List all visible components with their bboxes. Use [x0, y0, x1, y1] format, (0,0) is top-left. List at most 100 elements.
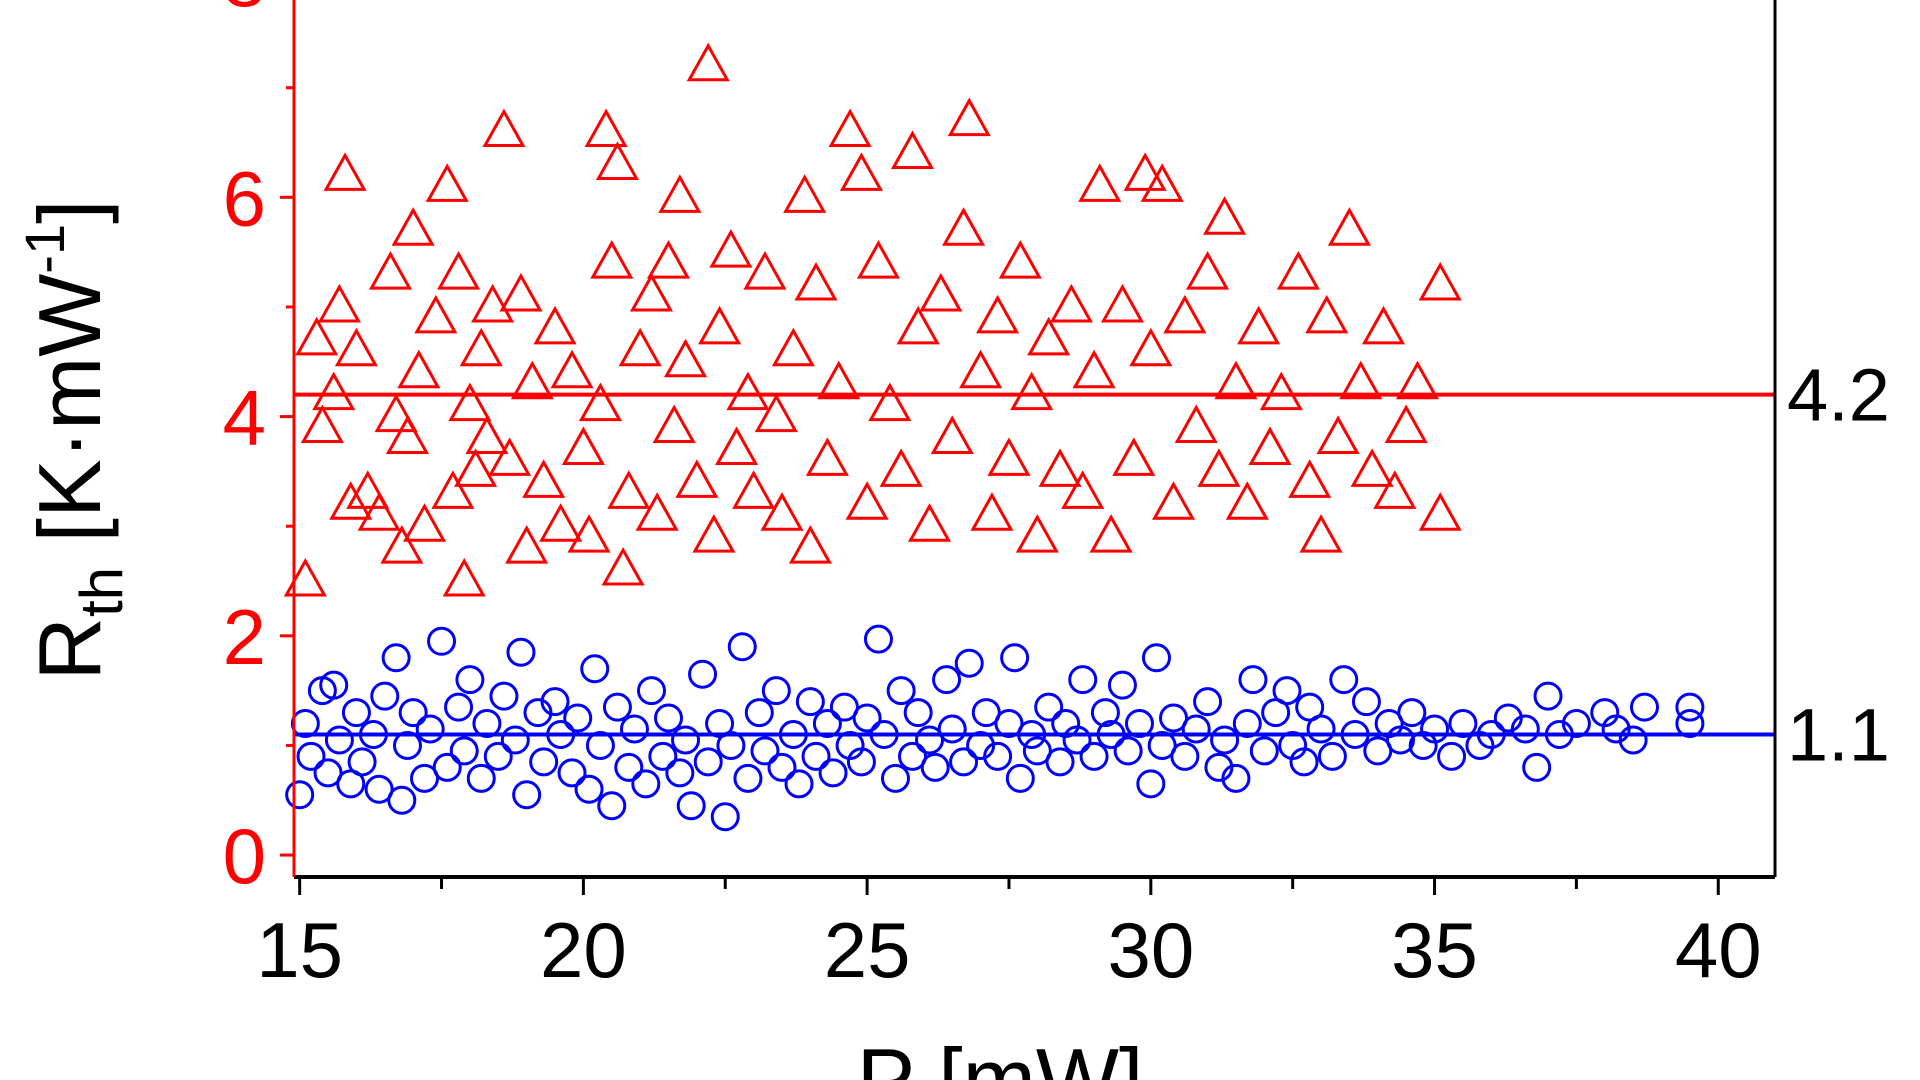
x-tick-label: 15: [256, 906, 343, 994]
triangle-point: [1316, 415, 1360, 454]
circle-point: [500, 725, 530, 755]
circle-point: [903, 698, 933, 728]
circle-point: [444, 692, 474, 722]
circle-point: [1124, 709, 1154, 739]
circle-point: [1420, 714, 1450, 744]
circle-point: [750, 736, 780, 766]
circle-point: [733, 763, 763, 793]
circle-point: [676, 791, 706, 821]
circle-point: [1113, 736, 1143, 766]
circle-point: [1045, 747, 1075, 777]
triangle-point: [1418, 261, 1462, 301]
reference-line-label: 4.2: [1787, 354, 1890, 437]
y-tick-label: 8: [223, 0, 266, 23]
circle-point: [1159, 703, 1189, 733]
circle-point: [585, 730, 615, 760]
circle-point: [920, 752, 950, 782]
circle-point: [1522, 752, 1552, 782]
triangle-point: [505, 525, 549, 564]
triangle-point: [783, 174, 827, 213]
triangle-point: [805, 437, 849, 476]
y-tick-label: 6: [223, 154, 266, 242]
triangle-point: [1129, 327, 1173, 367]
circle-point: [1329, 665, 1359, 695]
circle-point: [540, 687, 570, 717]
triangle-point: [1418, 492, 1462, 531]
triangle-point: [334, 327, 378, 367]
triangle-point: [385, 415, 430, 454]
triangle-point: [635, 492, 679, 531]
plot-marks: [283, 42, 1705, 832]
circle-point: [574, 774, 604, 804]
circle-point: [937, 714, 967, 744]
triangle-point: [1038, 448, 1082, 487]
triangle-point: [970, 492, 1014, 531]
circle-point: [398, 698, 428, 728]
triangle-point: [607, 470, 651, 509]
circle-point: [812, 709, 842, 739]
circle-point: [1397, 698, 1427, 728]
triangle-point: [1027, 316, 1071, 356]
triangle-point: [442, 557, 486, 597]
triangle-point: [1089, 514, 1133, 553]
circle-point: [846, 747, 876, 777]
circle-point: [631, 769, 661, 799]
triangle-point: [794, 261, 838, 301]
circle-point: [602, 692, 632, 722]
triangle-point: [879, 448, 923, 487]
triangle-point: [1384, 404, 1428, 444]
triangle-point: [584, 108, 628, 148]
x-tick-label: 30: [1107, 906, 1194, 994]
triangle-point: [828, 108, 872, 148]
circle-point: [1170, 741, 1200, 771]
triangle-point: [856, 240, 901, 279]
triangle-point: [380, 525, 424, 564]
circle-point: [472, 709, 502, 739]
circle-point: [654, 703, 684, 733]
triangle-point: [646, 240, 691, 279]
triangle-point: [715, 426, 759, 465]
triangle-point: [590, 240, 634, 279]
circle-point: [370, 681, 400, 711]
triangle-point: [601, 546, 645, 586]
circle-point: [949, 747, 979, 777]
y-tick-label: 2: [223, 593, 266, 681]
circle-point: [671, 725, 701, 755]
circle-point: [932, 665, 962, 695]
triangle-point: [942, 207, 986, 246]
circle-point: [1136, 769, 1166, 799]
triangle-point: [1151, 481, 1196, 520]
triangle-point: [675, 459, 719, 498]
circle-point: [1068, 665, 1098, 695]
circle-point: [1005, 763, 1035, 793]
triangle-point: [346, 470, 390, 509]
triangle-point: [1163, 294, 1207, 334]
triangle-point: [771, 327, 815, 367]
triangle-point: [488, 437, 532, 476]
circle-point: [1533, 681, 1563, 711]
triangle-point: [760, 492, 804, 531]
circle-point: [1561, 709, 1591, 739]
circle-point: [648, 741, 678, 771]
circle-point: [727, 632, 757, 662]
triangle-point: [1015, 514, 1059, 553]
circle-point: [580, 654, 610, 684]
circle-point: [1034, 692, 1064, 722]
circle-point: [347, 747, 377, 777]
circle-point: [1022, 736, 1052, 766]
triangle-point: [1197, 448, 1241, 487]
triangle-point: [510, 360, 554, 400]
triangle-point: [743, 250, 787, 290]
triangle-point: [845, 481, 889, 520]
circle-point: [506, 637, 536, 667]
triangle-point: [1395, 360, 1440, 400]
circle-point: [1232, 709, 1262, 739]
triangle-point: [312, 371, 356, 411]
circle-point: [795, 687, 825, 717]
triangle-point: [368, 250, 413, 290]
triangle-point: [323, 152, 367, 191]
circle-point: [285, 780, 315, 810]
triangle-point: [431, 470, 475, 509]
circle-point: [852, 703, 882, 733]
